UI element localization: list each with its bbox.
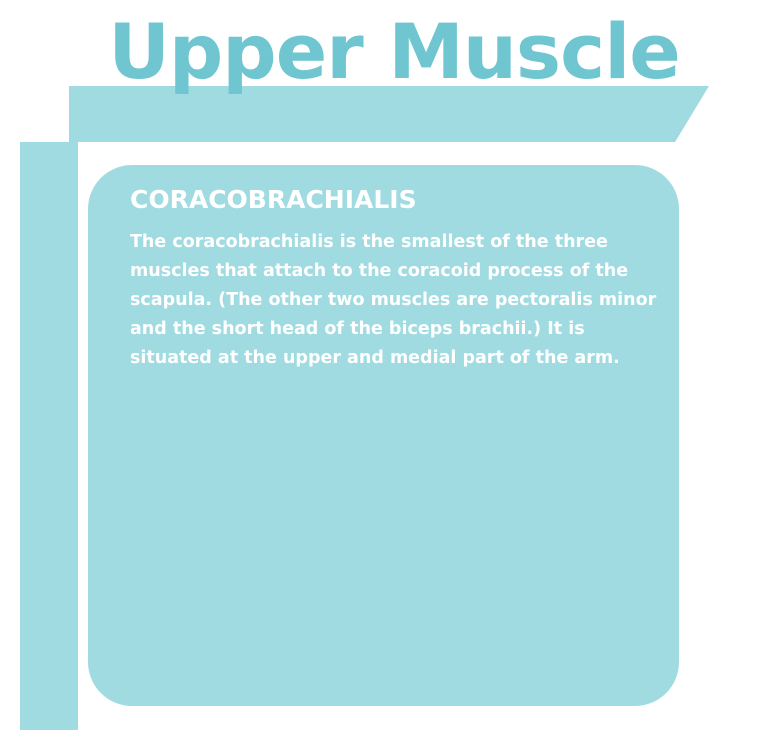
title-banner-bar <box>69 86 709 142</box>
page-title: Upper Muscle <box>108 7 681 96</box>
content-card <box>88 165 679 706</box>
card-body-text: The coracobrachialis is the smallest of … <box>130 232 657 368</box>
side-accent-bar <box>20 142 78 730</box>
card-heading: CORACOBRACHIALIS <box>130 185 417 214</box>
